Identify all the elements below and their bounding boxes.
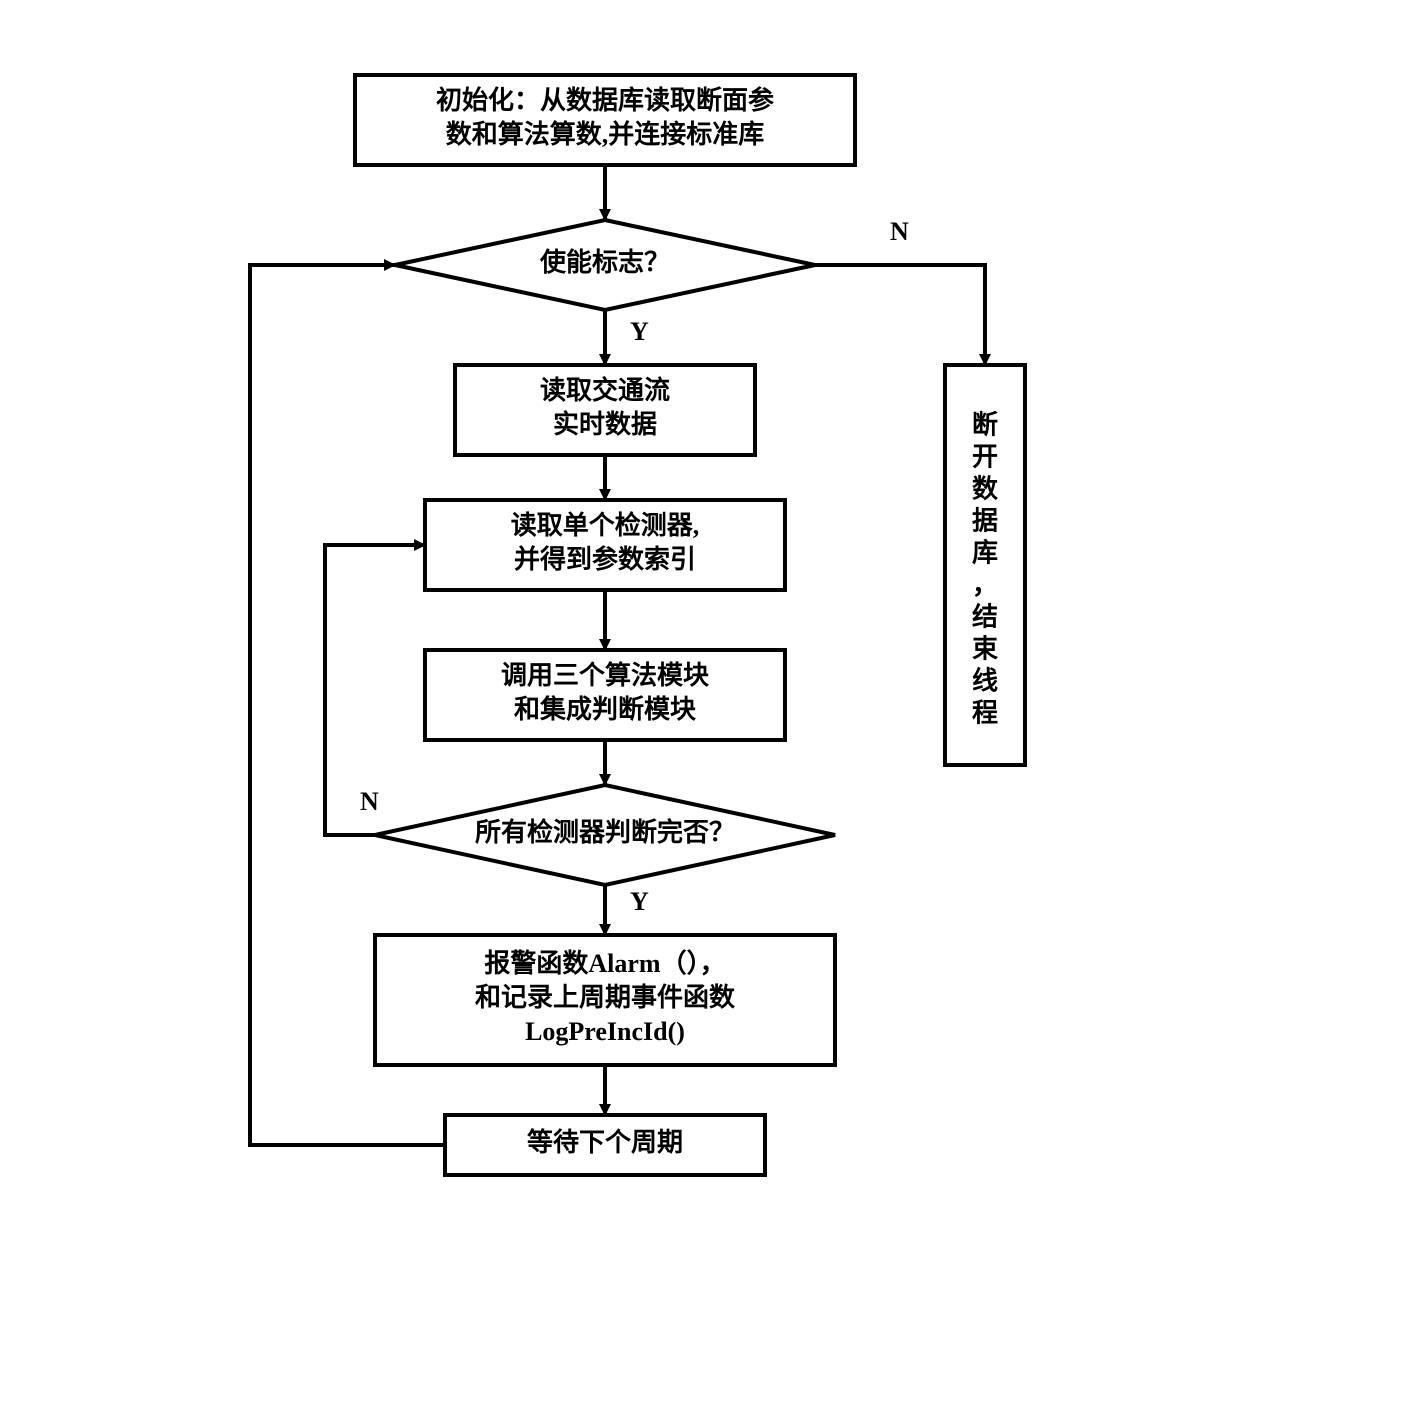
- node-disconnect-char-7: 束: [972, 633, 999, 663]
- node-disconnect-char-3: 据: [972, 506, 998, 535]
- node-disconnect-char-5: ，: [972, 570, 998, 599]
- node-enable: 使能标志？: [395, 220, 815, 310]
- node-read_traffic: 读取交通流实时数据: [455, 365, 755, 455]
- node-read_detector-line-1: 并得到参数索引: [514, 544, 696, 574]
- node-call_alg-line-0: 调用三个算法模块: [501, 660, 709, 690]
- node-init: 初始化：从数据库读取断面参数和算法算数,并连接标准库: [355, 75, 855, 165]
- node-disconnect-char-4: 库: [972, 538, 998, 567]
- node-wait-line-0: 等待下个周期: [527, 1127, 683, 1157]
- node-call_alg-line-1: 和集成判断模块: [514, 694, 696, 724]
- node-init-line-1: 数和算法算数,并连接标准库: [446, 119, 765, 149]
- node-disconnect-char-1: 开: [972, 442, 998, 471]
- node-read_traffic-line-0: 读取交通流: [540, 375, 670, 405]
- flowchart-svg: 初始化：从数据库读取断面参数和算法算数,并连接标准库使能标志？读取交通流实时数据…: [0, 0, 1403, 1422]
- node-alarm-line-2: LogPreIncId(): [525, 1017, 685, 1046]
- node-wait: 等待下个周期: [445, 1115, 765, 1175]
- edge-enable-to-disconnect: [815, 265, 985, 365]
- node-disconnect-char-6: 结: [972, 602, 998, 631]
- node-read_traffic-line-1: 实时数据: [553, 409, 657, 439]
- node-read_detector: 读取单个检测器, 并得到参数索引: [425, 500, 785, 590]
- node-disconnect: 断开数据库 ， 结束线程: [945, 365, 1025, 765]
- node-disconnect-char-2: 数: [972, 474, 999, 503]
- node-init-line-0: 初始化：从数据库读取断面参: [436, 85, 774, 115]
- node-call_alg: 调用三个算法模块和集成判断模块: [425, 650, 785, 740]
- node-all_done-line-0: 所有检测器判断完否？: [475, 817, 735, 847]
- node-alarm: 报警函数Alarm（）， 和记录上周期事件函数 LogPreIncId(): [375, 935, 835, 1065]
- node-disconnect-char-9: 程: [972, 698, 998, 727]
- node-enable-line-0: 使能标志？: [539, 247, 670, 277]
- node-disconnect-char-8: 线: [972, 666, 998, 695]
- node-read_detector-line-0: 读取单个检测器,: [511, 510, 700, 540]
- edge-label-all_done-read_detector: N: [360, 787, 379, 816]
- node-alarm-line-1: 和记录上周期事件函数: [475, 983, 736, 1012]
- node-alarm-line-0: 报警函数Alarm（），: [484, 948, 725, 978]
- edge-label-enable-disconnect: N: [890, 217, 909, 246]
- node-all_done: 所有检测器判断完否？: [375, 785, 835, 885]
- node-disconnect-char-0: 断: [972, 409, 998, 439]
- edge-label-enable-read_traffic: Y: [630, 317, 649, 346]
- edge-label-all_done-alarm: Y: [630, 887, 649, 916]
